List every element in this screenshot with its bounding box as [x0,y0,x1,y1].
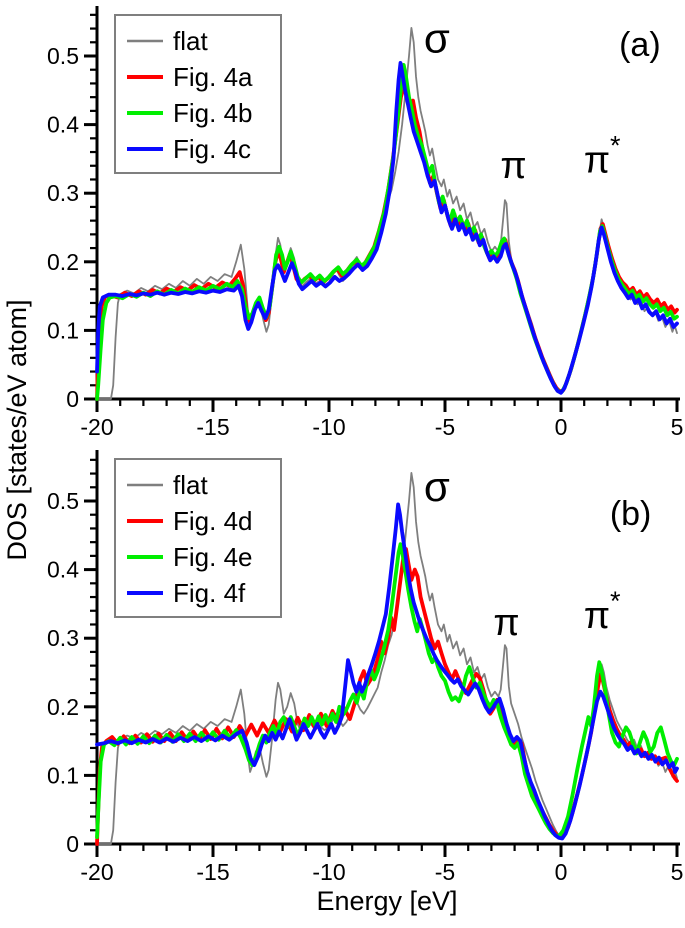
annotation-sigma: σ [424,15,450,62]
series-fig-4d [95,547,679,846]
y-axis-label: DOS [states/eV atom] [2,299,32,561]
x-tick-label: -10 [312,414,345,440]
x-tick-label: -20 [80,859,113,885]
legend-label: Fig. 4a [173,62,253,92]
y-tick-label: 0 [66,386,79,412]
annotation-sigma: σ [424,463,450,510]
legend-label: flat [173,470,208,500]
annotation-pi: π [493,602,519,644]
annotation-pi-star-sup: * [610,131,621,161]
legend-label: Fig. 4c [173,134,251,164]
annotation-panel-label: (b) [610,495,652,533]
y-tick-label: 0.1 [47,762,79,788]
legend-label: Fig. 4d [173,506,253,536]
series-fig-4c [95,61,679,395]
x-axis-label: Energy [eV] [316,886,458,916]
x-tick-label: -20 [80,414,113,440]
annotation-pi-star: π [584,140,610,182]
annotation-pi-star: π [584,595,610,637]
x-tick-label: -15 [196,859,229,885]
legend: flat Fig. 4a Fig. 4b Fig. 4c [114,14,282,174]
y-tick-label: 0.3 [47,625,79,651]
x-tick-label: 0 [555,414,568,440]
legend: flat Fig. 4d Fig. 4e Fig. 4f [114,458,282,618]
legend-label: Fig. 4f [173,578,246,608]
annotation-pi-star-sup: * [610,586,621,616]
x-tick-label: -5 [435,414,455,440]
annotation-panel-label: (a) [619,26,661,64]
x-tick-label: -15 [196,414,229,440]
x-tick-label: -10 [312,859,345,885]
y-tick-label: 0.2 [47,694,79,720]
annotation-pi: π [500,145,526,187]
x-tick-label: -5 [435,859,455,885]
legend-label: Fig. 4e [173,542,253,572]
y-tick-label: 0.4 [47,557,79,583]
y-tick-label: 0.5 [47,43,79,69]
y-tick-label: 0.2 [47,249,79,275]
legend-label: Fig. 4b [173,98,253,128]
panel-b: 0 0.1 0.2 0.3 0.4 0.5 -20 -15 -10 -5 0 5 flat Fig. 4d… [47,450,683,885]
x-tick-label: 5 [671,414,684,440]
panel-a: 0 0.1 0.2 0.3 0.4 0.5 -20 -15 -10 -5 0 5 flat Fig. 4a… [47,6,683,440]
y-tick-label: 0 [66,831,79,857]
x-tick-label: 0 [555,859,568,885]
y-tick-label: 0.5 [47,488,79,514]
y-tick-label: 0.4 [47,112,79,138]
y-tick-label: 0.1 [47,317,79,343]
x-tick-label: 5 [671,859,684,885]
series-fig-4f [95,502,679,841]
y-tick-label: 0.3 [47,180,79,206]
legend-label: flat [173,26,208,56]
